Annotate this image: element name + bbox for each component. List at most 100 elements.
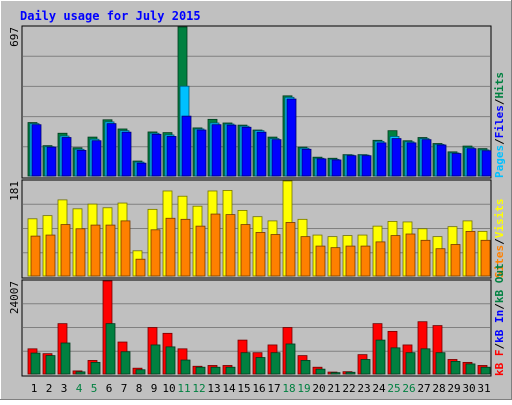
bar-sites-day-13 xyxy=(210,213,221,277)
bar-sites-day-17 xyxy=(270,234,281,277)
bar-sites-day-5 xyxy=(90,224,101,277)
bar-sites-day-9 xyxy=(150,229,161,277)
bar-kb-out-day-4 xyxy=(75,371,86,375)
bar-kb-out-day-22 xyxy=(345,371,356,375)
legend-kb-f: kB F xyxy=(493,350,506,377)
bar-pages-day-20 xyxy=(316,158,327,177)
panel-kb-f-in-out-max-label: 24007 xyxy=(8,281,21,314)
bar-pages-day-21 xyxy=(331,159,342,177)
bar-sites-day-18 xyxy=(285,222,296,277)
bar-sites-day-23 xyxy=(360,245,371,277)
panel-visits-sites-max-label: 181 xyxy=(8,181,21,201)
bar-kb-out-day-10 xyxy=(165,346,176,375)
legend-pages: Pages xyxy=(493,145,506,178)
bar-sites-day-19 xyxy=(300,236,311,277)
bar-kb-out-day-7 xyxy=(120,351,131,375)
bar-pages-day-3 xyxy=(61,137,72,177)
legend-separator: / xyxy=(493,303,506,310)
bar-pages-day-15 xyxy=(241,126,252,177)
bar-kb-out-day-11 xyxy=(180,359,191,375)
x-tick-label-day-28: 28 xyxy=(432,382,445,395)
x-axis-day-labels: 1 2 3 4 5 6 7 8 9 10 11 12 13 14 15 16 17 18 19 20 21 22 23 24 2… xyxy=(31,382,491,395)
bar-sites-day-4 xyxy=(75,228,86,277)
legend-visits-sites: Sites/Visits xyxy=(493,199,506,279)
bar-pages-day-26 xyxy=(406,142,417,177)
panel-pages-files-hits-max-label: 697 xyxy=(8,27,21,47)
x-tick-label-day-27: 27 xyxy=(417,382,430,395)
bar-sites-day-29 xyxy=(450,244,461,277)
x-tick-label-day-4: 4 xyxy=(76,382,83,395)
bar-pages-day-24 xyxy=(376,142,387,177)
x-tick-label-day-15: 15 xyxy=(237,382,250,395)
x-tick-label-day-1: 1 xyxy=(31,382,38,395)
bar-sites-day-7 xyxy=(120,220,131,277)
bar-sites-day-30 xyxy=(465,230,476,277)
x-tick-label-day-30: 30 xyxy=(462,382,475,395)
bar-kb-out-day-24 xyxy=(375,339,386,375)
bar-sites-day-16 xyxy=(255,232,266,277)
bar-pages-day-7 xyxy=(121,131,132,177)
x-tick-label-day-2: 2 xyxy=(46,382,53,395)
bar-kb-out-day-29 xyxy=(450,361,461,375)
bar-kb-out-day-3 xyxy=(60,342,71,375)
bar-kb-out-day-28 xyxy=(435,352,446,375)
bar-sites-day-15 xyxy=(240,224,251,277)
bar-kb-out-day-12 xyxy=(195,366,206,375)
bar-sites-day-8 xyxy=(135,258,146,277)
bar-pages-day-6 xyxy=(106,123,117,177)
bar-sites-day-31 xyxy=(480,239,491,277)
x-tick-label-day-20: 20 xyxy=(312,382,325,395)
bar-pages-day-23 xyxy=(361,155,372,177)
bar-kb-out-day-14 xyxy=(225,366,236,375)
bar-pages-day-27 xyxy=(421,139,432,177)
x-tick-label-day-9: 9 xyxy=(151,382,158,395)
bar-pages-day-12 xyxy=(196,129,207,177)
bar-pages-day-1 xyxy=(31,124,42,177)
x-tick-label-day-22: 22 xyxy=(342,382,355,395)
bar-sites-day-21 xyxy=(330,247,341,277)
legend-pages-files-hits: Pages/Files/Hits xyxy=(493,72,506,178)
bar-sites-day-12 xyxy=(195,225,206,277)
x-tick-label-day-14: 14 xyxy=(222,382,236,395)
bar-pages-day-17 xyxy=(271,139,282,177)
bar-sites-day-10 xyxy=(165,217,176,277)
bar-sites-day-28 xyxy=(435,248,446,277)
bar-sites-day-1 xyxy=(30,235,41,277)
bar-kb-out-day-6 xyxy=(105,323,116,375)
legend-separator: / xyxy=(493,238,506,245)
bar-pages-day-8 xyxy=(136,162,147,177)
bar-pages-day-22 xyxy=(346,155,357,177)
x-tick-label-day-19: 19 xyxy=(297,382,310,395)
bar-pages-day-18 xyxy=(286,98,297,177)
bar-kb-out-day-17 xyxy=(270,352,281,375)
bar-kb-out-day-2 xyxy=(45,355,56,375)
legend-separator: / xyxy=(493,98,506,105)
x-tick-label-day-18: 18 xyxy=(282,382,295,395)
bar-kb-out-day-9 xyxy=(150,344,161,375)
bar-kb-out-day-16 xyxy=(255,357,266,375)
bar-kb-out-day-5 xyxy=(90,361,101,375)
bar-sites-day-3 xyxy=(60,224,71,277)
x-tick-label-day-31: 31 xyxy=(477,382,490,395)
bar-kb-out-day-8 xyxy=(135,369,146,375)
chart-marks xyxy=(23,26,492,375)
x-tick-label-day-5: 5 xyxy=(91,382,98,395)
bar-pages-day-13 xyxy=(211,124,222,177)
x-tick-label-day-6: 6 xyxy=(106,382,113,395)
bar-sites-day-26 xyxy=(405,233,416,277)
x-tick-label-day-29: 29 xyxy=(447,382,460,395)
x-tick-label-day-16: 16 xyxy=(252,382,265,395)
bar-kb-out-day-30 xyxy=(465,363,476,375)
bar-sites-day-6 xyxy=(105,224,116,277)
x-tick-label-day-21: 21 xyxy=(327,382,340,395)
bar-pages-day-11 xyxy=(181,115,192,177)
legend-files: Files xyxy=(493,105,506,138)
bar-sites-day-24 xyxy=(375,241,386,277)
legend-hits: Hits xyxy=(493,72,506,99)
legend-separator: / xyxy=(493,343,506,350)
bar-sites-day-27 xyxy=(420,239,431,277)
x-tick-label-day-26: 26 xyxy=(402,382,415,395)
bar-pages-day-25 xyxy=(391,138,402,177)
